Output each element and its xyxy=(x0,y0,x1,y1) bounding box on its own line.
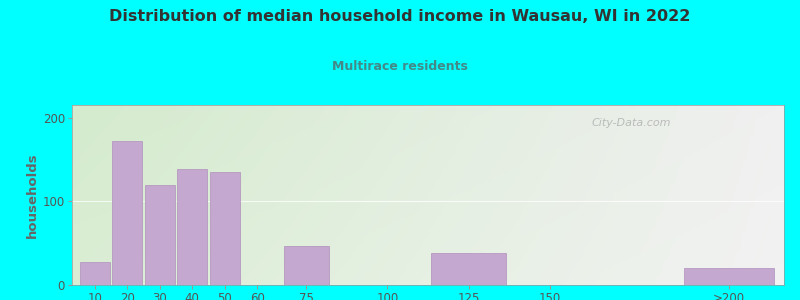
Bar xyxy=(284,246,329,285)
Bar xyxy=(145,184,174,285)
Text: Multirace residents: Multirace residents xyxy=(332,60,468,73)
Bar xyxy=(684,268,774,285)
Bar xyxy=(210,172,240,285)
Y-axis label: households: households xyxy=(26,152,38,238)
Bar xyxy=(112,141,142,285)
Bar xyxy=(80,262,110,285)
Text: Distribution of median household income in Wausau, WI in 2022: Distribution of median household income … xyxy=(110,9,690,24)
Text: City-Data.com: City-Data.com xyxy=(592,118,671,128)
Bar xyxy=(178,169,207,285)
Bar xyxy=(431,253,506,285)
